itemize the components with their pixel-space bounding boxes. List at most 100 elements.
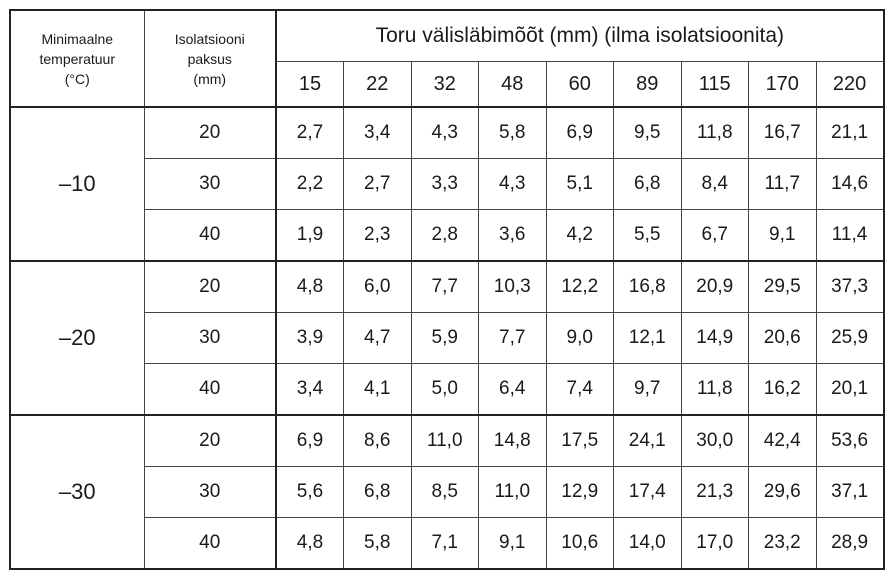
value-cell: 16,7	[748, 106, 817, 159]
value-cell: 29,6	[748, 466, 817, 518]
temperature-cell: –10	[9, 106, 145, 262]
data-row: 30 5,6 6,8 8,5 11,0 12,9 17,4 21,3 29,6 37,1	[10, 466, 885, 518]
temperature-header: Minimaalne temperatuur (°C)	[9, 9, 145, 108]
value-cell: 3,4	[275, 363, 344, 416]
value-cell: 4,3	[410, 106, 479, 159]
value-cell: 25,9	[815, 312, 885, 364]
value-cell: 8,4	[680, 158, 749, 210]
value-cell: 5,8	[478, 106, 547, 159]
data-row: –30 20 6,9 8,6 11,0 14,8 17,5 24,1 30,0 42,4 53,6	[9, 414, 885, 570]
diameter-header: 115	[680, 61, 749, 108]
header-row: Minimaalne temperatuur (°C) Isolatsiooni pak…	[9, 9, 885, 108]
value-cell: 3,3	[410, 158, 479, 210]
header-line: (mm)	[193, 70, 227, 87]
value-cell: 24,1	[613, 414, 682, 467]
value-cell: 4,8	[275, 517, 344, 570]
value-cell: 37,3	[815, 260, 885, 313]
value-cell: 11,7	[748, 158, 817, 210]
diameter-header: 60	[545, 61, 614, 108]
value-cell: 12,1	[613, 312, 682, 364]
value-cell: 5,8	[343, 517, 412, 570]
value-cell: 16,2	[748, 363, 817, 416]
thickness-cell: 30	[143, 158, 277, 210]
value-cell: 11,8	[680, 106, 749, 159]
value-cell: 6,0	[343, 260, 412, 313]
data-row: 30 2,2 2,7 3,3 4,3 5,1 6,8 8,4 11,7 14,6	[10, 158, 885, 210]
value-cell: 7,4	[545, 363, 614, 416]
value-cell: 10,6	[545, 517, 614, 570]
header-line: Minimaalne	[41, 30, 114, 47]
value-cell: 17,5	[545, 414, 614, 467]
diameter-header: 32	[410, 61, 479, 108]
value-cell: 17,0	[680, 517, 749, 570]
value-cell: 11,8	[680, 363, 749, 416]
value-cell: 3,6	[478, 209, 547, 262]
value-cell: 6,8	[613, 158, 682, 210]
value-cell: 9,0	[545, 312, 614, 364]
value-cell: 11,4	[815, 209, 885, 262]
value-cell: 2,8	[410, 209, 479, 262]
temperature-cell: –20	[9, 260, 145, 416]
value-cell: 2,7	[343, 158, 412, 210]
data-row: 30 3,9 4,7 5,9 7,7 9,0 12,1 14,9 20,6 25,9	[10, 312, 885, 364]
diameter-header: 170	[748, 61, 817, 108]
data-table: Minimaalne temperatuur (°C) Isolatsiooni pak…	[9, 9, 885, 570]
value-cell: 5,0	[410, 363, 479, 416]
value-cell: 5,9	[410, 312, 479, 364]
data-row: 40 3,4 4,1 5,0 6,4 7,4 9,7 11,8 16,2 20,1	[10, 363, 885, 416]
value-cell: 20,1	[815, 363, 885, 416]
thickness-cell: 40	[143, 209, 277, 262]
value-cell: 20,6	[748, 312, 817, 364]
value-cell: 16,8	[613, 260, 682, 313]
value-cell: 37,1	[815, 466, 885, 518]
diameter-header: 89	[613, 61, 682, 108]
value-cell: 4,7	[343, 312, 412, 364]
thickness-cell: 20	[143, 414, 277, 467]
value-cell: 11,0	[410, 414, 479, 467]
temperature-cell: –30	[9, 414, 145, 570]
thickness-cell: 30	[143, 466, 277, 518]
header-row: 15 22 32 48 60 89 115 170 220	[10, 61, 885, 108]
value-cell: 6,7	[680, 209, 749, 262]
value-cell: 10,3	[478, 260, 547, 313]
header-line: temperatuur	[39, 50, 115, 67]
table-body: Minimaalne temperatuur (°C) Isolatsiooni pak…	[9, 9, 885, 570]
header-line: Isolatsiooni	[174, 30, 245, 47]
value-cell: 14,9	[680, 312, 749, 364]
diameter-title: Toru välisläbimõõt (mm) (ilma isolatsioo…	[275, 9, 885, 62]
value-cell: 23,2	[748, 517, 817, 570]
value-cell: 20,9	[680, 260, 749, 313]
data-row: –20 20 4,8 6,0 7,7 10,3 12,2 16,8 20,9 29,5 37,3	[9, 260, 885, 416]
value-cell: 12,2	[545, 260, 614, 313]
value-cell: 7,7	[410, 260, 479, 313]
value-cell: 21,3	[680, 466, 749, 518]
thickness-cell: 20	[143, 106, 277, 159]
value-cell: 2,3	[343, 209, 412, 262]
value-cell: 1,9	[275, 209, 344, 262]
value-cell: 3,9	[275, 312, 344, 364]
value-cell: 9,1	[748, 209, 817, 262]
data-row: 40 1,9 2,3 2,8 3,6 4,2 5,5 6,7 9,1 11,4	[10, 209, 885, 262]
value-cell: 14,6	[815, 158, 885, 210]
value-cell: 6,9	[545, 106, 614, 159]
value-cell: 21,1	[815, 106, 885, 159]
value-cell: 42,4	[748, 414, 817, 467]
value-cell: 14,0	[613, 517, 682, 570]
value-cell: 14,8	[478, 414, 547, 467]
value-cell: 6,9	[275, 414, 344, 467]
value-cell: 5,6	[275, 466, 344, 518]
value-cell: 9,1	[478, 517, 547, 570]
thickness-cell: 20	[143, 260, 277, 313]
value-cell: 2,2	[275, 158, 344, 210]
value-cell: 53,6	[815, 414, 885, 467]
value-cell: 17,4	[613, 466, 682, 518]
value-cell: 3,4	[343, 106, 412, 159]
value-cell: 6,4	[478, 363, 547, 416]
value-cell: 11,0	[478, 466, 547, 518]
value-cell: 29,5	[748, 260, 817, 313]
thickness-cell: 30	[143, 312, 277, 364]
value-cell: 6,8	[343, 466, 412, 518]
header-line: (°C)	[64, 70, 90, 87]
header-line: paksus	[187, 50, 232, 67]
